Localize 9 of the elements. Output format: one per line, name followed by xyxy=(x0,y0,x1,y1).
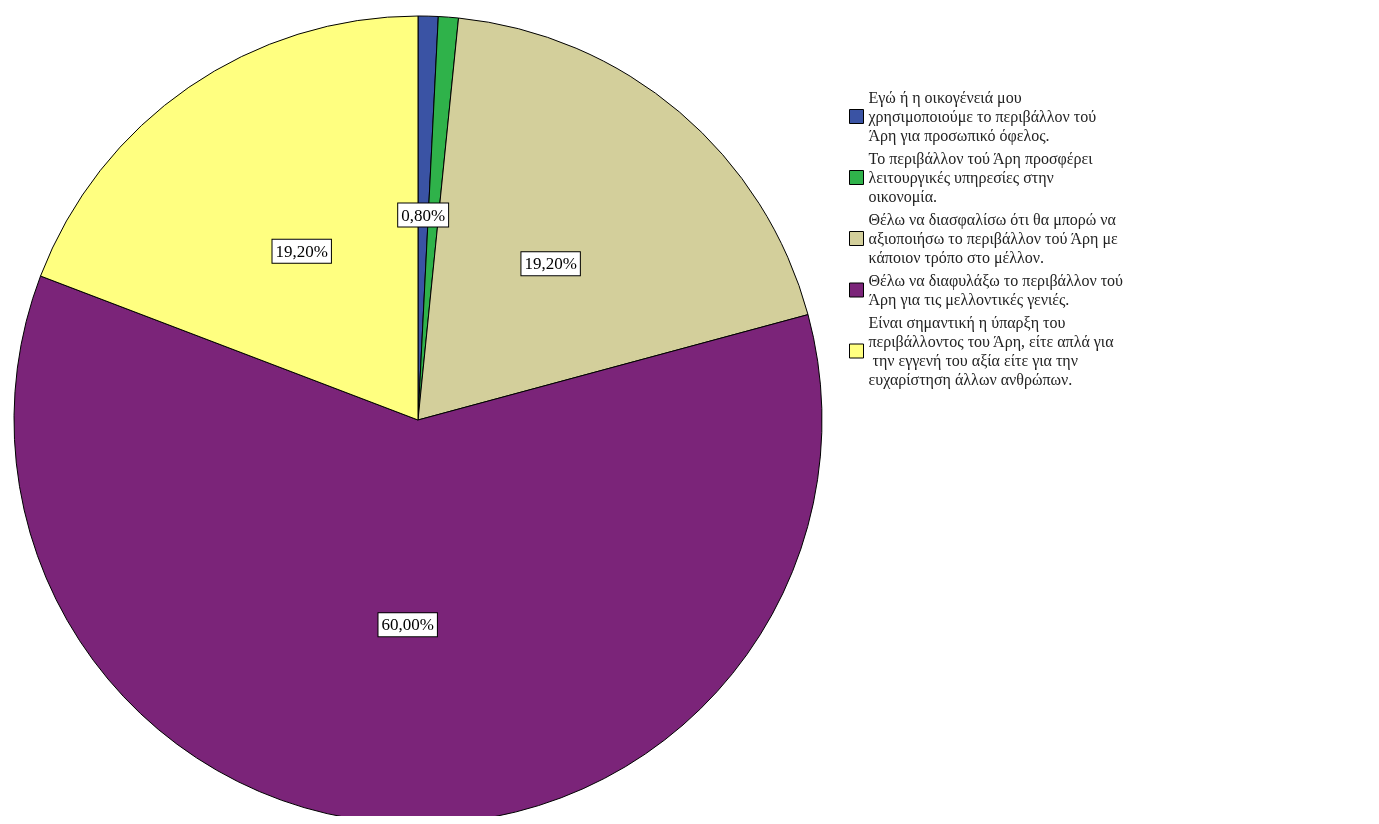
data-label: 19,20% xyxy=(524,254,577,274)
legend-label: Θέλω να διασφαλίσω ότι θα μπορώ να αξιοποιήσω το περιβάλλον τού Άρη με κάποιον τρόπο στο μέλλον. xyxy=(868,211,1122,267)
data-label: 19,20% xyxy=(275,241,328,261)
data-label: 0,80% xyxy=(401,205,446,225)
data-label: 60,00% xyxy=(381,615,434,635)
legend-label: Θέλω να διαφυλάξω το περιβάλλον τού Άρη για τις μελλοντικές γενιές. xyxy=(868,272,1128,309)
legend-label: Είναι σημαντική η ύπαρξη του περιβάλλοντος του Άρη, είτε απλά για την εγγενή του αξία είτε για την ευχαρίστηση άλλων ανθρώπων. xyxy=(868,314,1115,389)
legend-label: Εγώ ή η οικογένειά μου χρησιμοποιούμε το περιβάλλον τού Άρη για προσωπικό όφελος. xyxy=(867,89,1101,145)
legend-label: Το περιβάλλον τού Άρη προσφέρει λειτουργικές υπηρεσίες στην οικονομία. xyxy=(868,150,1097,206)
